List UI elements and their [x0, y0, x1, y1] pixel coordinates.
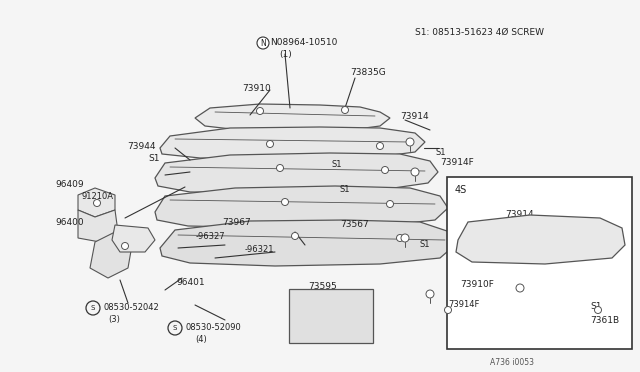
Circle shape: [168, 321, 182, 335]
Text: N08964-10510: N08964-10510: [270, 38, 337, 47]
Text: -96321: -96321: [245, 245, 275, 254]
Text: 08530-52090: 08530-52090: [185, 323, 241, 332]
Text: A736 i0053: A736 i0053: [490, 358, 534, 367]
Text: 73910F: 73910F: [460, 280, 494, 289]
Text: 73967: 73967: [222, 218, 251, 227]
Circle shape: [406, 138, 414, 146]
Polygon shape: [78, 210, 118, 242]
Text: 73910: 73910: [242, 84, 271, 93]
Circle shape: [516, 284, 524, 292]
Text: S1: S1: [340, 185, 351, 194]
Text: S1: 08513-51623 4Ø SCREW: S1: 08513-51623 4Ø SCREW: [415, 28, 544, 37]
Polygon shape: [155, 186, 448, 228]
Circle shape: [291, 232, 298, 240]
Circle shape: [397, 234, 403, 241]
Text: 96401: 96401: [176, 278, 205, 287]
Text: NISSAN: NISSAN: [294, 292, 317, 297]
Text: 73835G: 73835G: [350, 68, 386, 77]
Text: S1: S1: [332, 160, 342, 169]
Text: S: S: [91, 305, 95, 311]
Polygon shape: [112, 225, 155, 252]
Polygon shape: [195, 104, 390, 132]
Circle shape: [282, 199, 289, 205]
Polygon shape: [78, 188, 115, 217]
Text: 96400: 96400: [55, 218, 84, 227]
Text: 7361B: 7361B: [590, 316, 619, 325]
Text: S1: S1: [435, 148, 445, 157]
Polygon shape: [160, 127, 425, 160]
Circle shape: [445, 307, 451, 314]
Text: S1: S1: [590, 302, 602, 311]
Text: 73914: 73914: [400, 112, 429, 121]
Circle shape: [266, 141, 273, 148]
Circle shape: [342, 106, 349, 113]
Circle shape: [595, 307, 602, 314]
Circle shape: [411, 168, 419, 176]
Text: 08530-52042: 08530-52042: [103, 303, 159, 312]
Circle shape: [376, 142, 383, 150]
Text: 73914F: 73914F: [440, 158, 474, 167]
Text: 73944: 73944: [127, 142, 156, 151]
Circle shape: [276, 164, 284, 171]
Polygon shape: [160, 220, 455, 266]
Text: 96409: 96409: [55, 180, 84, 189]
Text: S1: S1: [420, 240, 431, 249]
Circle shape: [93, 199, 100, 206]
Text: (1): (1): [279, 50, 292, 59]
Text: 73595: 73595: [308, 282, 337, 291]
Text: 4S: 4S: [455, 185, 467, 195]
Text: S1: S1: [148, 154, 160, 163]
Text: 91210A: 91210A: [82, 192, 114, 201]
Polygon shape: [155, 153, 438, 193]
FancyBboxPatch shape: [447, 177, 632, 349]
Text: S: S: [173, 325, 177, 331]
Circle shape: [401, 234, 409, 242]
Text: 73914: 73914: [505, 210, 534, 219]
Circle shape: [426, 290, 434, 298]
Circle shape: [257, 37, 269, 49]
Text: N: N: [260, 38, 266, 48]
Polygon shape: [456, 215, 625, 264]
Text: (3): (3): [108, 315, 120, 324]
Polygon shape: [90, 232, 132, 278]
Circle shape: [381, 167, 388, 173]
Text: 73914F: 73914F: [448, 300, 479, 309]
Circle shape: [122, 243, 129, 250]
FancyBboxPatch shape: [289, 289, 373, 343]
Circle shape: [387, 201, 394, 208]
Text: -96327: -96327: [196, 232, 226, 241]
Text: 73567: 73567: [340, 220, 369, 229]
Circle shape: [86, 301, 100, 315]
Circle shape: [257, 108, 264, 115]
Text: (4): (4): [195, 335, 207, 344]
